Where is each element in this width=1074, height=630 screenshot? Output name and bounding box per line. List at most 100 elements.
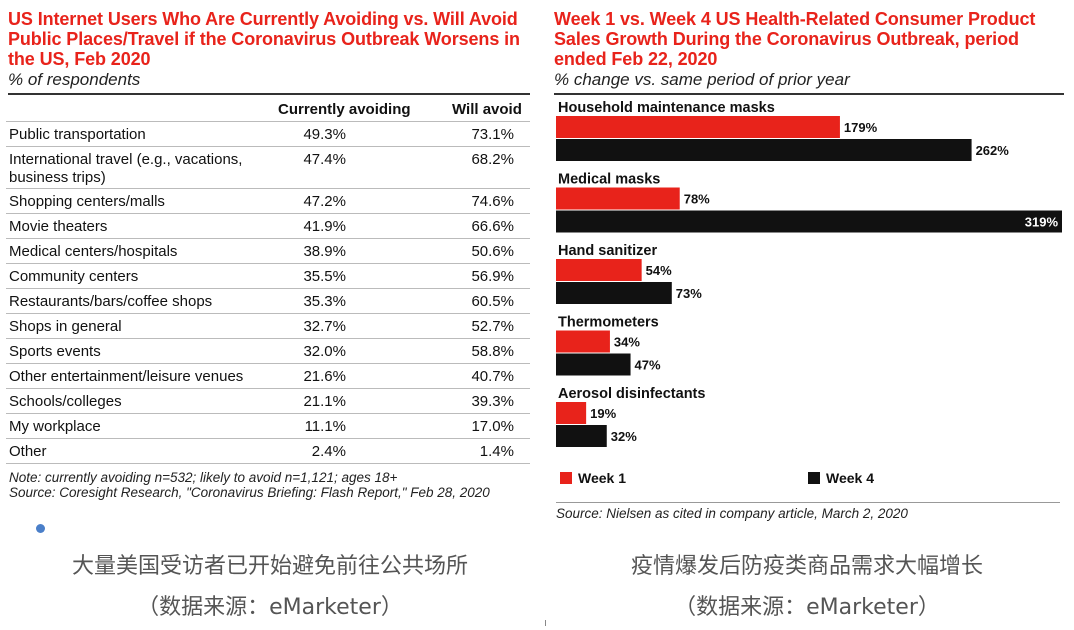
caption-right-source: （数据来源：eMarketer） <box>674 595 940 620</box>
row-label: International travel (e.g., vacations, b… <box>9 151 243 186</box>
will-avoid-value: 40.7% <box>471 368 514 385</box>
chart-title: Week 1 vs. Week 4 US Health-Related Cons… <box>554 9 1036 69</box>
row-label: Other entertainment/leisure venues <box>9 368 244 385</box>
table-row: Public transportation 49.3% 73.1% <box>6 122 530 147</box>
currently-avoiding-value: 41.9% <box>303 218 346 235</box>
legend-week1: Week 1 <box>560 470 626 486</box>
legend-swatch-week4 <box>808 472 820 484</box>
currently-avoiding-value: 21.6% <box>303 368 346 385</box>
table-row: Other 2.4% 1.4% <box>6 439 530 464</box>
bar-week-1 <box>556 116 840 138</box>
column-header-will-avoid: Will avoid <box>452 101 522 118</box>
row-label: Movie theaters <box>9 218 108 235</box>
data-label: 78% <box>684 192 710 207</box>
currently-avoiding-value: 2.4% <box>311 443 346 460</box>
will-avoid-value: 56.9% <box>471 268 514 285</box>
legend-label-week1: Week 1 <box>578 470 626 486</box>
row-label: Other <box>9 443 47 460</box>
will-avoid-value: 58.8% <box>471 343 514 360</box>
table-row: Community centers 35.5% 56.9% <box>6 264 530 289</box>
category-label: Household maintenance masks <box>558 100 775 116</box>
bar-week-4 <box>556 210 1062 233</box>
row-label: Restaurants/bars/coffee shops <box>9 293 213 310</box>
data-label: 34% <box>614 335 640 350</box>
divider-tick <box>545 620 546 626</box>
column-header-currently-avoiding: Currently avoiding <box>278 101 411 118</box>
bar-chart: Household maintenance masks 179% 262% Medic… <box>556 100 1062 447</box>
table-row: Shops in general 32.7% 52.7% <box>6 314 530 339</box>
data-label: 262% <box>976 143 1010 158</box>
will-avoid-value: 1.4% <box>479 443 514 460</box>
table-row: Restaurants/bars/coffee shops 35.3% 60.5% <box>6 289 530 314</box>
caption-left-title: 大量美国受访者已开始避免前往公共场所 <box>71 554 468 579</box>
bar-week-1 <box>556 187 680 210</box>
currently-avoiding-value: 32.0% <box>303 343 346 360</box>
table-subtitle: % of respondents <box>8 70 530 95</box>
table-row: Schools/colleges 21.1% 39.3% <box>6 389 530 414</box>
will-avoid-value: 17.0% <box>471 418 514 435</box>
row-label: Sports events <box>9 343 101 360</box>
table-row: Movie theaters 41.9% 66.6% <box>6 214 530 239</box>
currently-avoiding-value: 11.1% <box>304 418 346 435</box>
legend-label-week4: Week 4 <box>826 470 874 486</box>
legend-swatch-week1 <box>560 472 572 484</box>
category-label: Aerosol disinfectants <box>558 386 705 402</box>
row-label: Shops in general <box>9 318 122 335</box>
will-avoid-value: 74.6% <box>471 193 514 210</box>
table-note: Note: currently avoiding n=532; likely t… <box>9 470 530 500</box>
table-title: US Internet Users Who Are Currently Avoi… <box>8 9 520 69</box>
row-label: Shopping centers/malls <box>9 193 165 210</box>
data-label: 319% <box>1025 215 1059 230</box>
bullet-dot <box>36 524 45 533</box>
row-label: My workplace <box>9 418 101 435</box>
avoidance-table-panel: US Internet Users Who Are Currently Avoi… <box>6 4 530 522</box>
table-row: International travel (e.g., vacations, b… <box>6 147 530 189</box>
row-label: Community centers <box>9 268 139 285</box>
table-row: Sports events 32.0% 58.8% <box>6 339 530 364</box>
currently-avoiding-value: 35.5% <box>303 268 346 285</box>
caption-right-title: 疫情爆发后防疫类商品需求大幅增长 <box>630 554 983 579</box>
will-avoid-value: 39.3% <box>471 393 514 410</box>
will-avoid-value: 68.2% <box>471 151 514 168</box>
bar-week-1 <box>556 402 587 424</box>
row-label: Public transportation <box>9 126 146 143</box>
data-label: 73% <box>676 286 702 301</box>
currently-avoiding-value: 38.9% <box>303 243 346 260</box>
bar-week-4 <box>556 353 631 376</box>
table-row: Medical centers/hospitals 38.9% 50.6% <box>6 239 530 264</box>
data-label: 19% <box>590 406 616 421</box>
category-label: Medical masks <box>558 172 660 188</box>
will-avoid-value: 52.7% <box>471 318 514 335</box>
data-label: 47% <box>635 358 661 373</box>
table-header: Currently avoiding Will avoid <box>6 95 530 121</box>
table-body: Public transportation 49.3% 73.1% Internati… <box>6 121 530 464</box>
chart-source: Source: Nielsen as cited in company arti… <box>556 502 1060 521</box>
category-label: Hand sanitizer <box>558 243 657 259</box>
sales-growth-chart-panel: Week 1 vs. Week 4 US Health-Related Cons… <box>552 4 1064 522</box>
row-label: Schools/colleges <box>9 393 122 410</box>
source-text: Source: Coresight Research, "Coronavirus… <box>9 485 490 500</box>
row-label: Medical centers/hospitals <box>9 243 178 260</box>
will-avoid-value: 50.6% <box>471 243 514 260</box>
legend-week4: Week 4 <box>808 470 874 486</box>
bar-week-4 <box>556 425 607 447</box>
caption-left-source: （数据来源：eMarketer） <box>137 595 403 620</box>
currently-avoiding-value: 47.2% <box>303 193 346 210</box>
will-avoid-value: 73.1% <box>471 126 514 143</box>
table-row: Shopping centers/malls 47.2% 74.6% <box>6 189 530 214</box>
will-avoid-value: 66.6% <box>471 218 514 235</box>
currently-avoiding-value: 21.1% <box>303 393 346 410</box>
bar-week-1 <box>556 259 642 281</box>
table-row: My workplace 11.1% 17.0% <box>6 414 530 439</box>
table-row: Other entertainment/leisure venues 21.6% 4… <box>6 364 530 389</box>
currently-avoiding-value: 32.7% <box>303 318 346 335</box>
chart-subtitle: % change vs. same period of prior year <box>554 70 1064 95</box>
currently-avoiding-value: 49.3% <box>303 126 346 143</box>
will-avoid-value: 60.5% <box>471 293 514 310</box>
data-label: 179% <box>844 120 878 135</box>
bar-week-1 <box>556 330 610 353</box>
category-label: Thermometers <box>558 315 659 331</box>
data-label: 54% <box>646 263 672 278</box>
note-text: Note: currently avoiding n=532; likely t… <box>9 470 398 485</box>
data-label: 32% <box>611 429 637 444</box>
